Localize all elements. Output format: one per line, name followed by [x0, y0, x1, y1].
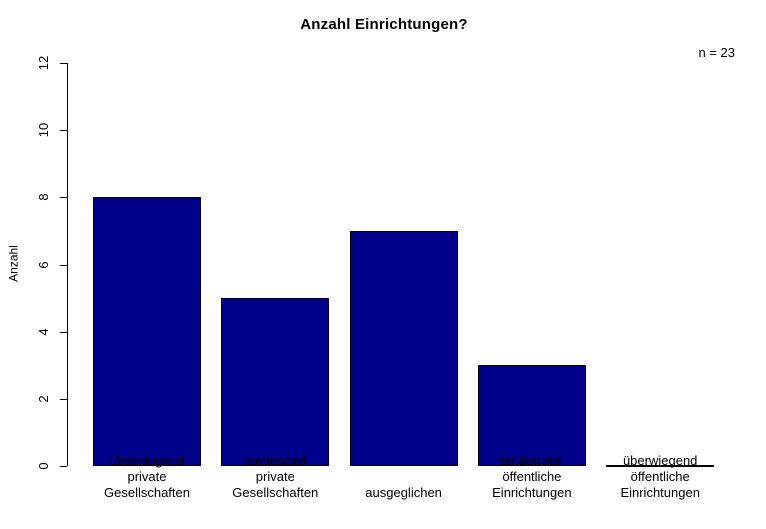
y-tick-mark [60, 398, 67, 400]
y-tick-label: 10 [36, 122, 51, 138]
bar [349, 230, 458, 466]
y-tick-label: 4 [36, 328, 51, 336]
bar [477, 365, 586, 466]
x-category-label: überwiegend öffentliche Einrichtungen [585, 451, 735, 501]
x-category-label-line: öffentliche [502, 469, 562, 484]
y-axis-title: Anzahl [6, 245, 21, 282]
x-category-label: tendenziell private Gesellschaften [200, 451, 350, 501]
x-category-label-line: überwiegend [622, 453, 698, 468]
y-tick-label: 12 [36, 55, 51, 71]
y-tick-label: 8 [36, 193, 51, 201]
x-category-label-line: private [255, 469, 295, 484]
x-category-label-line: überwiegend [109, 453, 185, 468]
y-tick-mark [60, 130, 67, 132]
y-tick-mark [60, 264, 67, 266]
y-tick-mark [60, 331, 67, 333]
y-tick-mark [60, 197, 67, 199]
x-category-label-line: tendenziell [244, 453, 307, 468]
x-category-label-line: private [127, 469, 167, 484]
sample-size-annotation: n = 23 [698, 45, 735, 60]
x-category-label-line: tendenziell [500, 453, 563, 468]
y-tick-label: 0 [36, 462, 51, 470]
x-category-label-line: Gesellschaften [232, 485, 319, 500]
x-category-label-line: ausgeglichen [365, 485, 442, 500]
y-tick-label: 6 [36, 260, 51, 269]
bar [93, 197, 201, 466]
y-tick-mark [60, 466, 67, 467]
chart-title: Anzahl Einrichtungen? [300, 16, 468, 33]
x-category-label-line: Einrichtungen [620, 485, 700, 500]
bar [221, 298, 330, 466]
zero-height-bar [606, 465, 715, 467]
x-category-label: überwiegend private Gesellschaften [72, 451, 222, 501]
x-category-label-line: öffentliche [630, 469, 690, 484]
y-axis-line [67, 63, 68, 466]
y-tick-mark [60, 63, 67, 64]
x-category-label-line: Gesellschaften [104, 485, 190, 500]
x-category-label-line: Einrichtungen [492, 485, 572, 500]
y-tick-label: 2 [36, 395, 51, 403]
x-category-label: ausgeglichen [329, 451, 479, 501]
x-category-label: tendenziell öffentliche Einrichtungen [457, 451, 607, 501]
